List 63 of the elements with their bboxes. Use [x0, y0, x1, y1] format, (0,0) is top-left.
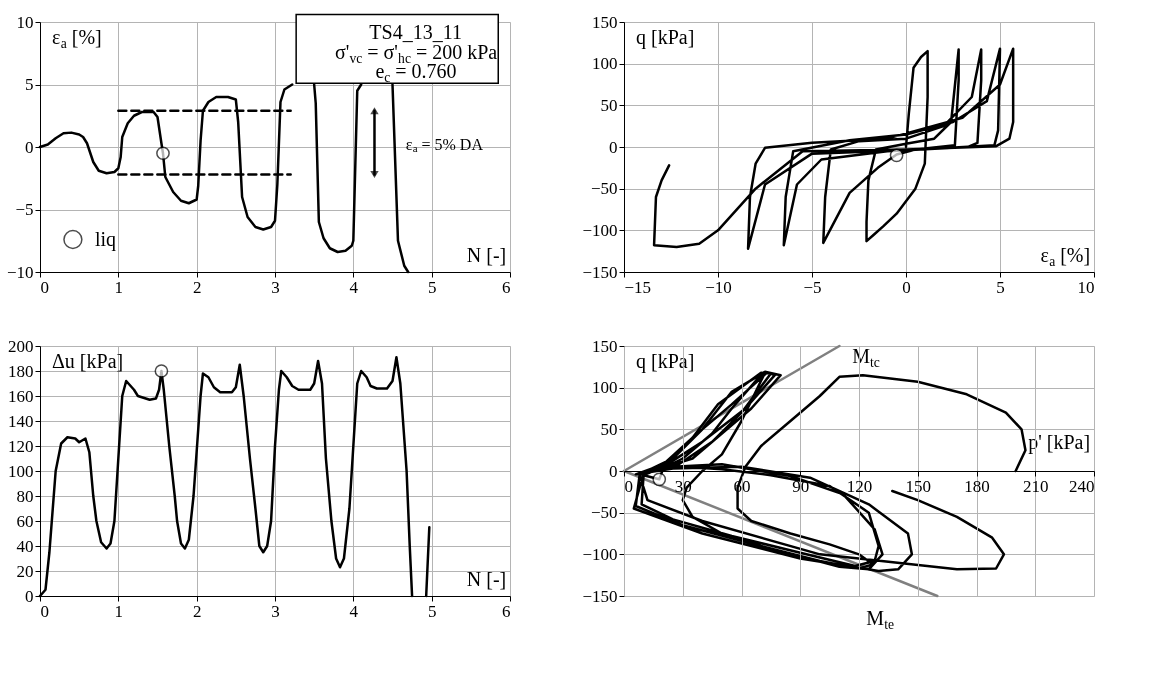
y-tick-label: 5	[25, 75, 34, 94]
y-tick-label: 150	[592, 12, 618, 32]
x-tick-label: 10	[1077, 277, 1095, 297]
y-tick-label: 20	[16, 561, 34, 581]
x-tick-label: 4	[349, 601, 359, 621]
x-tick-label: 120	[846, 476, 873, 496]
x-tick-label: 0	[902, 277, 911, 297]
y-axis-title: Δu [kPa]	[52, 350, 124, 372]
x-tick-label: 1	[114, 277, 124, 297]
x-tick-label: 2	[192, 601, 202, 621]
y-tick-label: −50	[590, 179, 618, 199]
y-tick-label: 0	[25, 586, 34, 606]
y-tick-label: 50	[600, 419, 618, 439]
y-tick-label: 80	[16, 486, 34, 506]
x-tick-label: 5	[427, 601, 437, 621]
x-tick-label: −5	[803, 277, 822, 297]
y-tick-label: 50	[600, 95, 618, 115]
y-tick-label: 10	[16, 12, 34, 32]
y-tick-label: 160	[8, 386, 34, 406]
x-tick-label: 240	[1069, 476, 1095, 496]
x-tick-label: 4	[349, 277, 359, 297]
y-tick-label: −150	[582, 586, 618, 606]
y-tick-label: 0	[609, 137, 618, 157]
legend-label: liq	[94, 227, 117, 251]
x-axis-title: N [-]	[466, 568, 507, 590]
y-tick-label: −100	[582, 544, 618, 564]
x-tick-label: −10	[705, 277, 732, 297]
y-tick-label: 100	[8, 461, 34, 481]
x-tick-label: 6	[502, 601, 511, 621]
x-tick-label: 5	[996, 277, 1005, 297]
x-tick-label: 180	[964, 476, 990, 496]
x-tick-label: 0	[40, 601, 49, 621]
x-tick-label: 1	[114, 601, 124, 621]
x-tick-label: 0	[40, 277, 49, 297]
y-tick-label: −100	[582, 220, 618, 240]
y-tick-label: −50	[590, 503, 618, 523]
x-tick-label: −15	[624, 277, 652, 297]
x-tick-label: 2	[192, 277, 202, 297]
x-tick-label: 5	[427, 277, 437, 297]
y-tick-label: −5	[15, 200, 34, 219]
y-tick-label: 100	[592, 378, 618, 398]
y-tick-label: 140	[8, 411, 34, 431]
y-tick-label: 200	[8, 336, 34, 356]
y-tick-label: 180	[8, 361, 34, 381]
y-axis-title: q [kPa]	[636, 26, 695, 49]
y-tick-label: −150	[582, 262, 618, 282]
y-tick-label: −10	[6, 262, 34, 282]
x-tick-label: 3	[271, 277, 280, 297]
y-tick-label: 150	[592, 336, 618, 356]
y-tick-label: 120	[8, 436, 34, 456]
y-tick-label: 0	[609, 461, 618, 481]
x-tick-label: 210	[1023, 476, 1049, 496]
x-tick-label: 150	[905, 476, 931, 496]
x-tick-label: 0	[624, 476, 633, 496]
y-tick-label: 0	[25, 137, 34, 157]
y-tick-label: 100	[592, 54, 618, 74]
y-tick-label: 60	[16, 511, 34, 531]
y-axis-title: q [kPa]	[636, 350, 695, 373]
annotation: TS4_13_11	[369, 21, 462, 44]
x-tick-label: 6	[502, 277, 511, 297]
x-axis-title: N [-]	[466, 244, 507, 266]
x-tick-label: 3	[271, 601, 280, 621]
y-tick-label: 40	[16, 536, 34, 556]
